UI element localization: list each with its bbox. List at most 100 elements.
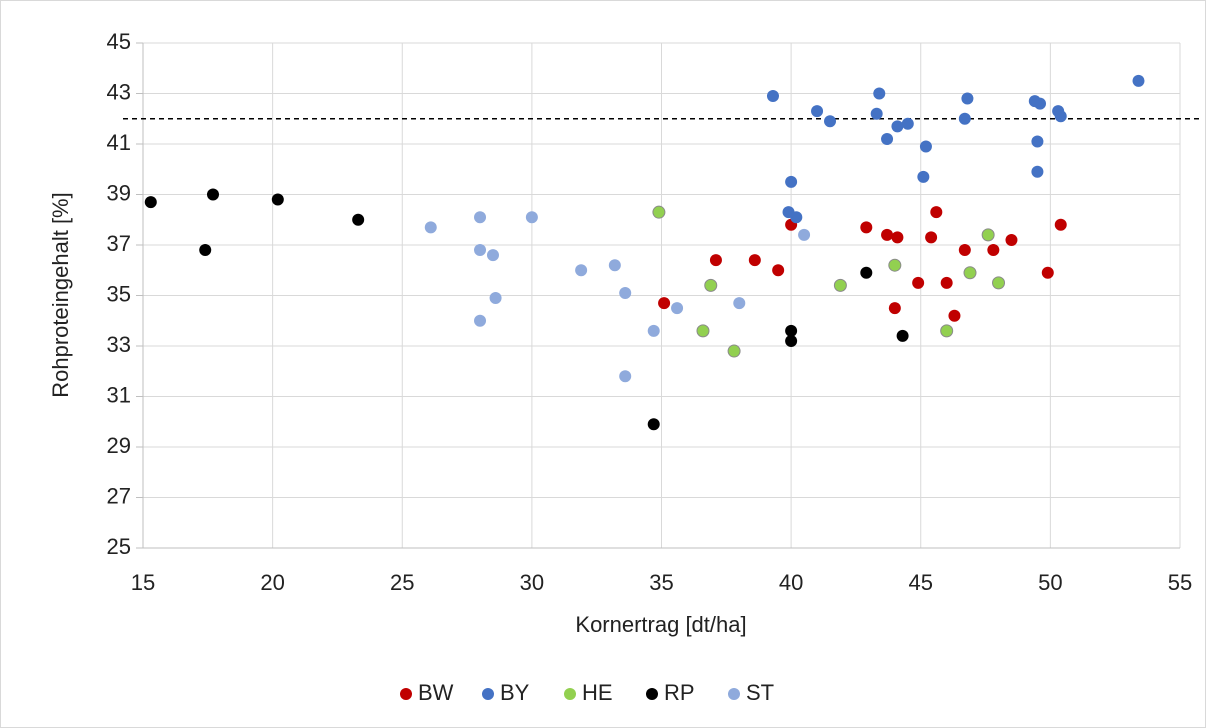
point <box>1041 266 1054 279</box>
point <box>961 92 974 105</box>
point <box>891 231 904 244</box>
legend-marker <box>646 688 658 700</box>
x-axis-label: Kornertrag [dt/ha] <box>575 612 746 637</box>
point <box>870 107 883 120</box>
x-tick-label: 15 <box>131 570 155 595</box>
y-tick-label: 43 <box>107 79 131 104</box>
y-tick-label: 33 <box>107 332 131 357</box>
point <box>652 205 666 219</box>
point <box>811 105 824 118</box>
point <box>824 115 837 128</box>
point <box>888 258 902 272</box>
y-tick-label: 45 <box>107 29 131 54</box>
point <box>772 264 785 277</box>
legend-label: HE <box>582 680 613 705</box>
point <box>1005 233 1018 246</box>
point <box>525 211 538 224</box>
point <box>873 87 886 100</box>
x-tick-label: 50 <box>1038 570 1062 595</box>
x-tick-label: 25 <box>390 570 414 595</box>
point <box>1031 165 1044 178</box>
point <box>619 370 632 383</box>
point <box>608 259 621 272</box>
y-tick-label: 27 <box>107 483 131 508</box>
point <box>1054 218 1067 231</box>
y-tick-label: 25 <box>107 534 131 559</box>
point <box>958 244 971 257</box>
point <box>1031 135 1044 148</box>
point <box>860 266 873 279</box>
point <box>860 221 873 234</box>
point <box>474 244 487 257</box>
point <box>474 314 487 327</box>
point <box>940 324 954 338</box>
legend-marker <box>728 688 740 700</box>
point <box>206 188 219 201</box>
point <box>963 266 977 280</box>
point <box>619 286 632 299</box>
point <box>766 90 779 103</box>
x-tick-label: 20 <box>260 570 284 595</box>
point <box>940 276 953 289</box>
point <box>199 244 212 257</box>
x-tick-label: 45 <box>909 570 933 595</box>
point <box>489 292 502 305</box>
point <box>919 140 932 153</box>
legend-label: RP <box>664 680 695 705</box>
point <box>696 324 710 338</box>
y-tick-label: 37 <box>107 231 131 256</box>
point <box>925 231 938 244</box>
point <box>474 211 487 224</box>
x-tick-label: 35 <box>649 570 673 595</box>
point <box>881 228 894 241</box>
point <box>785 324 798 337</box>
y-tick-label: 31 <box>107 382 131 407</box>
y-tick-label: 39 <box>107 180 131 205</box>
legend-marker <box>564 688 576 700</box>
point <box>930 206 943 219</box>
point <box>912 276 925 289</box>
legend-label: BW <box>418 680 454 705</box>
y-tick-label: 29 <box>107 433 131 458</box>
point <box>798 228 811 241</box>
point <box>144 196 157 209</box>
point <box>647 324 660 337</box>
point <box>992 276 1006 290</box>
y-tick-label: 41 <box>107 130 131 155</box>
y-axis-label: Rohproteingehalt [%] <box>48 192 73 397</box>
legend-label: BY <box>500 680 530 705</box>
point <box>1054 110 1067 123</box>
point <box>958 112 971 125</box>
point <box>785 334 798 347</box>
point <box>981 228 995 242</box>
legend-marker <box>482 688 494 700</box>
legend-label: ST <box>746 680 774 705</box>
point <box>575 264 588 277</box>
point <box>748 254 761 267</box>
point <box>486 249 499 262</box>
point <box>1132 74 1145 87</box>
point <box>671 302 684 315</box>
point <box>658 297 671 310</box>
point <box>271 193 284 206</box>
point <box>709 254 722 267</box>
point <box>785 175 798 188</box>
point <box>891 120 904 133</box>
point <box>733 297 746 310</box>
point <box>948 309 961 322</box>
point <box>1034 97 1047 110</box>
x-tick-label: 30 <box>520 570 544 595</box>
point <box>647 418 660 431</box>
point <box>424 221 437 234</box>
point <box>917 170 930 183</box>
point <box>727 344 741 358</box>
x-tick-label: 40 <box>779 570 803 595</box>
legend-marker <box>400 688 412 700</box>
y-tick-label: 35 <box>107 281 131 306</box>
point <box>833 278 847 292</box>
point <box>896 329 909 342</box>
point <box>901 117 914 130</box>
point <box>881 132 894 145</box>
